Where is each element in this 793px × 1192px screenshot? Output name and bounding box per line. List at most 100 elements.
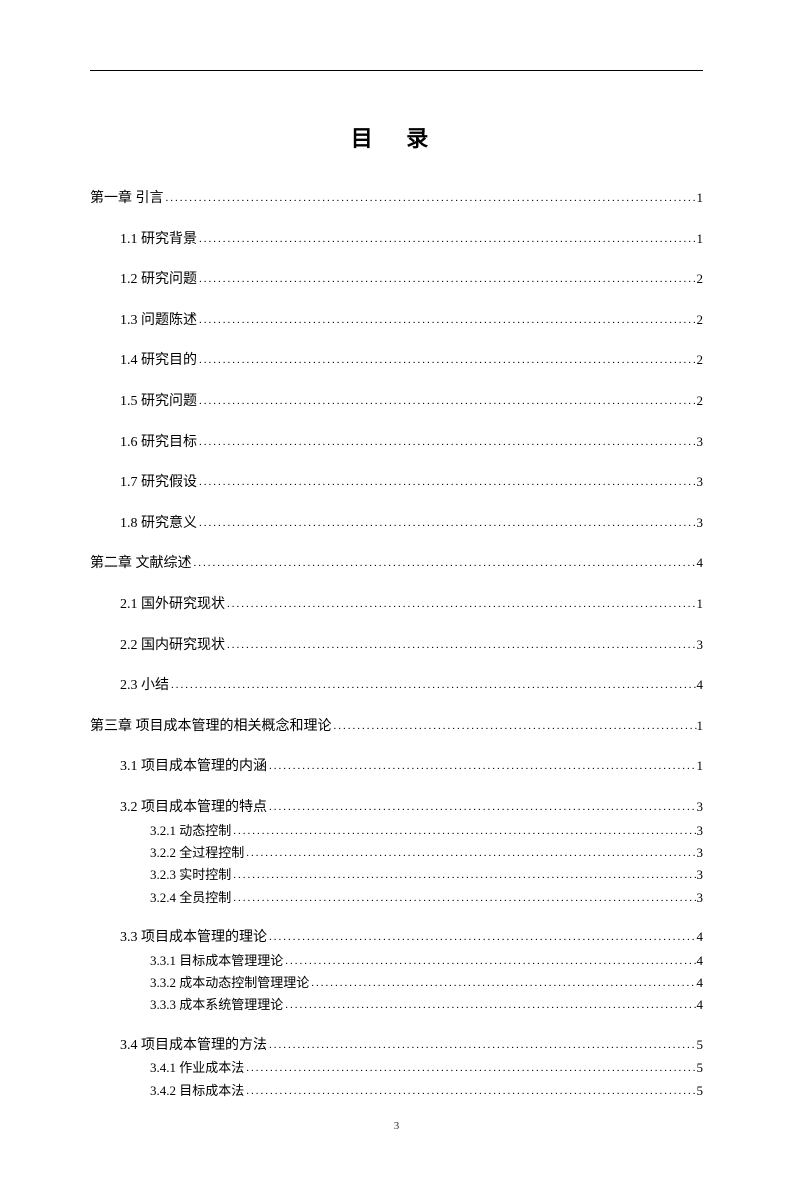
toc-page-number: 1 [697,757,704,775]
toc-dots [267,930,697,945]
toc-entry: 3.2.4 全员控制 3 [90,889,703,907]
toc-entry: 3.2.1 动态控制 3 [90,822,703,840]
toc-dots [197,475,697,490]
toc-page-number: 1 [697,717,704,735]
toc-entry: 3.3.3 成本系统管理理论4 [90,996,703,1014]
toc-entry-label: 3.4 项目成本管理的方法 [120,1036,267,1056]
toc-entry: 1.4 研究目的 2 [90,351,703,371]
toc-page-number: 3 [697,889,704,907]
toc-entry-label: 3.2.2 全过程控制 [150,844,244,862]
toc-entry: 第二章 文献综述 4 [90,554,703,574]
toc-entry-label: 3.3.2 成本动态控制管理理论 [150,974,309,992]
toc-dots [332,719,697,734]
toc-entry-label: 1.6 研究目标 [120,433,197,453]
toc-entry: 3.1 项目成本管理的内涵 1 [90,757,703,777]
toc-entry-label: 第二章 文献综述 [90,554,192,574]
toc-dots [231,868,696,883]
toc-entry: 第一章 引言 1 [90,189,703,209]
toc-page-number: 3 [697,473,704,491]
toc-entry-label: 2.1 国外研究现状 [120,595,225,615]
toc-page-number: 4 [697,676,704,694]
toc-entry: 3.2.3 实时控制 3 [90,866,703,884]
toc-page-number: 4 [697,974,704,992]
toc-dots [283,998,696,1013]
toc-entry: 3.3.2 成本动态控制管理理论 4 [90,974,703,992]
page-container: 目 录 第一章 引言11.1 研究背景11.2 研究问题21.3 问题陈述21.… [90,70,703,1100]
toc-page-number: 1 [697,230,704,248]
toc-page-number: 3 [697,636,704,654]
toc-entry-label: 3.2.4 全员控制 [150,889,231,907]
toc-entry: 1.5 研究问题 2 [90,392,703,412]
toc-dots [244,846,696,861]
toc-page-number: 1 [697,189,704,207]
toc-page-number: 1 [697,595,704,613]
toc-entry: 1.2 研究问题 2 [90,270,703,290]
toc-entry-label: 3.2.1 动态控制 [150,822,231,840]
toc-page-number: 5 [697,1036,704,1054]
toc-entry-label: 1.5 研究问题 [120,392,197,412]
toc-entry-label: 3.2 项目成本管理的特点 [120,798,267,818]
toc-dots [197,394,697,409]
toc-dots [225,597,697,612]
toc-entry: 3.4.2 目标成本法5 [90,1082,703,1100]
toc-entry-label: 1.1 研究背景 [120,230,197,250]
toc-entry-label: 1.2 研究问题 [120,270,197,290]
toc-dots [225,638,697,653]
toc-dots [197,232,697,247]
toc-entry-label: 1.4 研究目的 [120,351,197,371]
toc-page-number: 5 [697,1059,704,1077]
toc-dots [267,1038,697,1053]
toc-entry-label: 3.2.3 实时控制 [150,866,231,884]
toc-entry-label: 2.2 国内研究现状 [120,636,225,656]
toc-page-number: 2 [697,270,704,288]
toc-dots [244,1084,696,1099]
toc-entry-label: 1.7 研究假设 [120,473,197,493]
toc-dots [169,678,697,693]
toc-entry: 1.1 研究背景 1 [90,230,703,250]
toc-entry: 1.3 问题陈述 2 [90,311,703,331]
toc-page-number: 2 [697,392,704,410]
toc-dots [197,353,697,368]
toc-entry: 2.1 国外研究现状 1 [90,595,703,615]
toc-entry-label: 第三章 项目成本管理的相关概念和理论 [90,717,332,737]
toc-entry-label: 第一章 引言 [90,189,164,209]
toc-entry: 2.2 国内研究现状 3 [90,636,703,656]
toc-page-number: 4 [697,996,704,1014]
toc-dots [283,954,696,969]
toc-entry: 3.4.1 作业成本法 5 [90,1059,703,1077]
toc-entry-label: 3.1 项目成本管理的内涵 [120,757,267,777]
toc-entry: 第三章 项目成本管理的相关概念和理论 1 [90,717,703,737]
toc-page-number: 4 [697,952,704,970]
toc-entry-label: 1.3 问题陈述 [120,311,197,331]
toc-dots [244,1061,696,1076]
toc-title: 目 录 [90,121,703,153]
toc-page-number: 3 [697,866,704,884]
toc-page-number: 3 [697,514,704,532]
toc-page-number: 3 [697,822,704,840]
toc-page-number: 4 [697,554,704,572]
toc-dots [309,976,696,991]
toc-entry-label: 1.8 研究意义 [120,514,197,534]
toc-entry: 3.2 项目成本管理的特点 3 [90,798,703,818]
toc-page-number: 3 [697,844,704,862]
toc-page-number: 5 [697,1082,704,1100]
toc-page-number: 4 [697,928,704,946]
toc-list: 第一章 引言11.1 研究背景11.2 研究问题21.3 问题陈述21.4 研究… [90,189,703,1100]
toc-page-number: 3 [697,433,704,451]
toc-entry-label: 3.3.1 目标成本管理理论 [150,952,283,970]
toc-page-number: 2 [697,351,704,369]
toc-entry: 2.3 小结4 [90,676,703,696]
toc-entry: 1.8 研究意义 3 [90,514,703,534]
toc-dots [267,759,697,774]
toc-dots [197,313,697,328]
toc-entry: 1.6 研究目标 3 [90,433,703,453]
content-wrapper: 目 录 第一章 引言11.1 研究背景11.2 研究问题21.3 问题陈述21.… [90,71,703,1100]
toc-page-number: 3 [697,798,704,816]
toc-entry-label: 3.4.1 作业成本法 [150,1059,244,1077]
toc-dots [164,191,697,206]
toc-page-number: 2 [697,311,704,329]
toc-entry: 1.7 研究假设 3 [90,473,703,493]
toc-entry: 3.2.2 全过程控制 3 [90,844,703,862]
toc-entry: 3.4 项目成本管理的方法 5 [90,1036,703,1056]
toc-dots [231,824,696,839]
